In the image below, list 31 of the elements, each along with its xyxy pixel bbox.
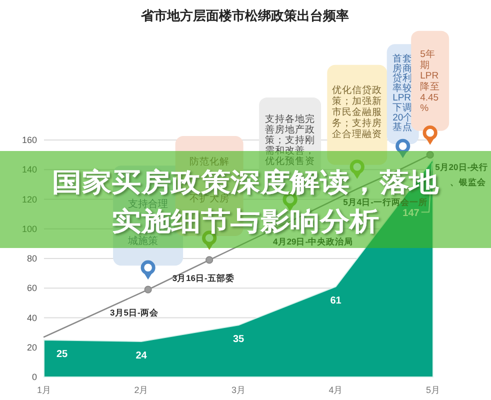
y-tick-label: 120 (22, 194, 37, 204)
y-tick-label: 40 (26, 312, 37, 323)
point (426, 151, 434, 159)
x-tick-label: 3月 (231, 385, 246, 395)
data-label: 35 (232, 334, 244, 346)
annotation: 优化信贷政策；加强新市民金融服务；支持房企合理融资 (332, 84, 382, 140)
annotation: 4月29日-中央政治局 (273, 236, 354, 246)
annotation: 3月16日-五部委 (172, 272, 234, 283)
data-label: 24 (136, 350, 148, 362)
x-tick-label: 2月 (134, 385, 148, 395)
annotation: 3月5日-两会 (110, 308, 160, 318)
event-label-fragment: 、银监会 (450, 177, 486, 187)
point (206, 256, 214, 264)
chart-title: 省市地方层面楼市松绑政策出台频率 (141, 8, 349, 23)
annotation: 5月20日-央行 (435, 162, 488, 172)
y-tick-label: 160 (22, 135, 37, 145)
data-label: 147 (402, 208, 420, 220)
point (144, 286, 152, 294)
data-label: 25 (56, 349, 68, 360)
y-tick-label: 60 (26, 283, 37, 294)
y-tick-label: 20 (26, 342, 37, 352)
y-tick-label: 100 (22, 224, 37, 234)
y-tick-label: 140 (22, 164, 37, 175)
x-tick-label: 1月 (36, 385, 52, 395)
y-tick-label: 80 (26, 254, 37, 264)
x-tick-label: 5月 (426, 385, 440, 395)
annotation: 支持各地完善房地产政策；支持刚需和改善，优化预售资 (265, 112, 316, 167)
annotation: 实施细节与影响分析 (112, 206, 380, 236)
x-tick-label: 4月 (328, 385, 343, 395)
y-tick-label: 0 (32, 372, 37, 382)
data-label: 61 (330, 296, 342, 307)
